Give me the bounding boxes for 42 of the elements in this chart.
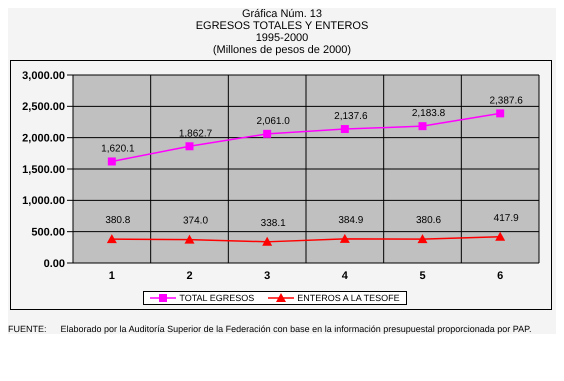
x-tick-label: 5 [419, 270, 426, 282]
legend-label: TOTAL EGRESOS [179, 293, 254, 303]
x-tick-label: 3 [264, 270, 270, 282]
data-label: 2,137.6 [334, 111, 368, 122]
legend-label: ENTEROS A LA TESOFE [297, 293, 400, 303]
text: FUENTE: Elaborado por la Auditoría Superior de la Federación con base en la información presupuestal proporcionada por PAP. [8, 324, 532, 334]
y-tick-label: 500.00 [31, 226, 65, 239]
point [263, 130, 272, 138]
data-label: 380.8 [105, 215, 131, 226]
point [340, 125, 349, 134]
data-label: 1,620.1 [101, 143, 135, 154]
point [495, 232, 506, 241]
data-label: 1,862.7 [178, 128, 213, 140]
y-tick-label: 1,500.00 [22, 164, 65, 176]
data-label: 2,061.0 [256, 116, 290, 127]
point [108, 157, 116, 166]
point [340, 234, 350, 243]
y-tick-label: 3,000.00 [22, 70, 65, 82]
y-tick-label: 2,000.00 [22, 132, 65, 145]
point [106, 234, 117, 244]
data-label: 2,183.8 [412, 108, 446, 120]
point [262, 236, 272, 246]
data-label: 384.9 [338, 214, 364, 226]
data-label: 380.6 [416, 215, 442, 226]
y-tick-label: 2,500.00 [22, 101, 65, 114]
y-tick-label: 1,000.00 [22, 195, 65, 208]
point [184, 234, 194, 244]
data-label: 2,387.6 [489, 95, 524, 106]
y-tick-label: 0.00 [44, 258, 65, 270]
data-label: 374.0 [182, 216, 208, 227]
chart-subtitle: EGRESOS TOTALES Y ENTEROS 1995-2000 (Millones de pesos de 2000) [194, 20, 370, 56]
x-tick-label: 4 [342, 270, 349, 282]
x-tick-label: 1 [108, 270, 115, 282]
point [418, 122, 426, 130]
x-tick-label: 6 [497, 270, 504, 282]
point [186, 142, 194, 150]
chart-title: Gráfica Núm. 13 [240, 8, 324, 20]
x-tick-label: 2 [186, 270, 193, 282]
data-label: 417.9 [494, 212, 520, 224]
data-label: 338.1 [260, 218, 286, 229]
point [496, 109, 504, 118]
point [418, 234, 428, 244]
